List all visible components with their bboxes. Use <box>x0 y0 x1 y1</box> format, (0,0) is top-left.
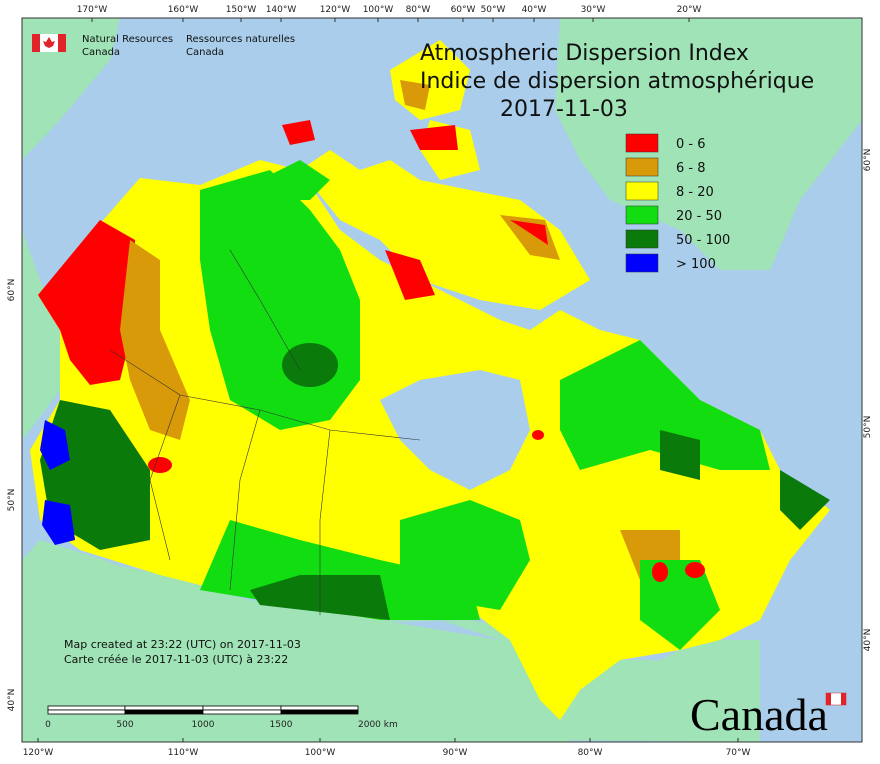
flag-bar-right <box>58 34 66 52</box>
region-orange-ellesmere <box>400 80 430 110</box>
borders <box>109 249 421 615</box>
region-red-yukon <box>38 220 135 385</box>
created-en: Map created at 23:22 (UTC) on 2017-11-03 <box>64 638 301 651</box>
flag-bar-left <box>32 34 40 52</box>
region-blue-1 <box>40 420 70 470</box>
flag-leaf <box>43 37 55 48</box>
left-axis-label: 60°N <box>7 279 17 302</box>
region-red-arctic <box>385 250 435 300</box>
wordmark-flag-right <box>841 693 846 705</box>
scale-bar: 0 500 1000 1500 2000 km <box>45 705 398 730</box>
scale-segment <box>124 709 204 715</box>
region-red-dot <box>532 430 544 440</box>
wordmark-flag-left <box>826 693 831 705</box>
legend: 0 - 6 6 - 8 8 - 20 20 - 50 50 - 100 > 100 <box>625 133 730 273</box>
region-red-baffin <box>510 220 548 245</box>
scale-label: 0 <box>45 720 51 730</box>
scale-label: 500 <box>116 720 133 730</box>
scale-segment <box>124 705 204 711</box>
bottom-axis-label: 110°W <box>168 748 199 758</box>
title-fr: Indice de dispersion atmosphérique <box>420 69 814 94</box>
map-frame <box>21 17 863 743</box>
legend-swatch <box>625 205 659 225</box>
arctic-islands <box>300 150 590 310</box>
legend-swatch <box>625 157 659 177</box>
top-axis-label: 50°W <box>481 5 506 15</box>
scale-segment <box>202 709 282 715</box>
region-red-island <box>282 120 315 145</box>
region-green-quebec <box>560 340 770 470</box>
scale-label: 1500 <box>270 720 293 730</box>
logo: Natural Resources Canada Ressources natu… <box>32 34 295 58</box>
russia <box>22 18 120 160</box>
bottom-axis-label: 90°W <box>443 748 468 758</box>
right-axis-label: 50°N <box>863 416 873 439</box>
legend-label: 0 - 6 <box>676 137 706 152</box>
agency-en-2: Canada <box>82 47 120 58</box>
top-axis-label: 80°W <box>406 5 431 15</box>
map-date: 2017-11-03 <box>500 97 628 122</box>
agency-en: Natural Resources <box>82 34 173 45</box>
scale-label: 1000 <box>192 720 215 730</box>
top-axis-label: 60°W <box>451 5 476 15</box>
top-axis-label: 170°W <box>77 5 108 15</box>
right-axis-label: 40°N <box>863 629 873 652</box>
top-axis-label: 20°W <box>677 5 702 15</box>
scale-segment <box>202 705 282 711</box>
legend-swatch <box>625 229 659 249</box>
scale-segment <box>47 709 126 715</box>
region-darkgreen-nwt <box>282 343 338 387</box>
alaska <box>22 230 60 440</box>
agency-fr-2: Canada <box>186 47 224 58</box>
map-area <box>21 17 863 743</box>
title-en: Atmospheric Dispersion Index <box>420 41 749 66</box>
top-axis-label: 150°W <box>226 5 257 15</box>
left-axis-label: 50°N <box>7 489 17 512</box>
scale-segment <box>47 705 126 711</box>
legend-label: 20 - 50 <box>676 209 722 224</box>
graticule-labels: 170°W 160°W 150°W 140°W 120°W 100°W 80°W 60°W 50… <box>7 5 873 758</box>
hudson-bay <box>380 370 530 490</box>
legend-swatch <box>625 133 659 153</box>
legend-label: 50 - 100 <box>676 233 730 248</box>
region-darkgreen-quebec <box>660 430 700 480</box>
created-fr: Carte créée le 2017-11-03 (UTC) à 23:22 <box>64 653 288 666</box>
canada-wordmark: Canada <box>690 689 847 740</box>
scale-segment <box>280 705 359 711</box>
scale-label: 2000 km <box>358 720 398 730</box>
bottom-axis-label: 120°W <box>23 748 54 758</box>
bottom-axis-label: 100°W <box>305 748 336 758</box>
legend-label: 8 - 20 <box>676 185 714 200</box>
legend-label: 6 - 8 <box>676 161 706 176</box>
usa-west <box>22 540 570 742</box>
region-green-maritimes <box>640 560 720 650</box>
bottom-axis-label: 70°W <box>726 748 751 758</box>
region-blue-2 <box>42 500 75 545</box>
wordmark: Canada <box>690 689 828 740</box>
region-green-ontario <box>400 500 530 610</box>
left-axis-label: 40°N <box>7 689 17 712</box>
right-axis-label: 60°N <box>863 149 873 172</box>
top-axis-label: 160°W <box>168 5 199 15</box>
top-axis-label: 40°W <box>522 5 547 15</box>
legend-label: > 100 <box>676 257 716 272</box>
region-red-qc2 <box>685 562 705 578</box>
scale-segment <box>280 709 359 715</box>
region-red-devon <box>410 125 458 150</box>
top-axis-label: 120°W <box>320 5 351 15</box>
region-darkgreen-nfld <box>780 470 830 530</box>
region-red-qc <box>652 562 668 582</box>
top-axis-label: 100°W <box>363 5 394 15</box>
top-axis-label: 140°W <box>266 5 297 15</box>
top-axis-label: 30°W <box>581 5 606 15</box>
region-red-bc <box>148 457 172 473</box>
legend-swatch <box>625 181 659 201</box>
bottom-axis-label: 80°W <box>578 748 603 758</box>
legend-swatch <box>625 253 659 273</box>
agency-fr: Ressources naturelles <box>186 34 295 45</box>
